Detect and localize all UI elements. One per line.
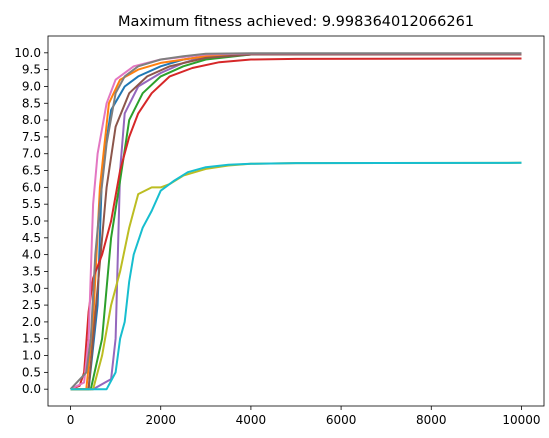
series-line-5 (70, 53, 522, 391)
chart-title: Maximum fitness achieved: 9.998364012066… (118, 14, 474, 30)
y-tick-label: 10.0 (14, 46, 41, 60)
x-tick-label: 6000 (326, 413, 357, 427)
x-tick-label: 4000 (236, 413, 267, 427)
series-line-4 (70, 53, 522, 391)
y-tick-label: 5.5 (22, 197, 41, 211)
y-tick-label: 0.0 (22, 382, 41, 396)
x-tick-label: 0 (67, 413, 75, 427)
y-tick-label: 3.0 (22, 281, 41, 295)
y-tick-label: 8.5 (22, 96, 41, 110)
y-tick-label: 0.5 (22, 365, 41, 379)
y-tick-label: 7.5 (22, 130, 41, 144)
series-layer (69, 52, 522, 391)
y-tick-label: 6.0 (22, 180, 41, 194)
x-tick-label: 10000 (502, 413, 540, 427)
y-axis: 0.0 0.5 1.0 1.5 2.0 2.5 3.0 3.5 4.0 4.5 5.0 5.5 6.0 6… (14, 46, 48, 396)
series-line-8 (69, 52, 522, 390)
y-tick-label: 7.0 (22, 147, 41, 161)
y-tick-label: 5.0 (22, 214, 41, 228)
y-tick-label: 8.0 (22, 113, 41, 127)
x-axis: 0 2000 4000 6000 8000 10000 (67, 406, 541, 427)
y-tick-label: 9.0 (22, 79, 41, 93)
y-tick-label: 1.5 (22, 332, 41, 346)
y-tick-label: 4.0 (22, 248, 41, 262)
x-tick-label: 8000 (416, 413, 447, 427)
y-tick-label: 3.5 (22, 264, 41, 278)
x-tick-label: 2000 (145, 413, 176, 427)
series-line-6 (70, 57, 522, 391)
series-line-10 (70, 161, 522, 391)
y-tick-label: 9.5 (22, 63, 41, 77)
y-tick-label: 2.5 (22, 298, 41, 312)
y-tick-label: 6.5 (22, 164, 41, 178)
y-tick-label: 1.0 (22, 349, 41, 363)
y-tick-label: 4.5 (22, 231, 41, 245)
y-tick-label: 2.0 (22, 315, 41, 329)
